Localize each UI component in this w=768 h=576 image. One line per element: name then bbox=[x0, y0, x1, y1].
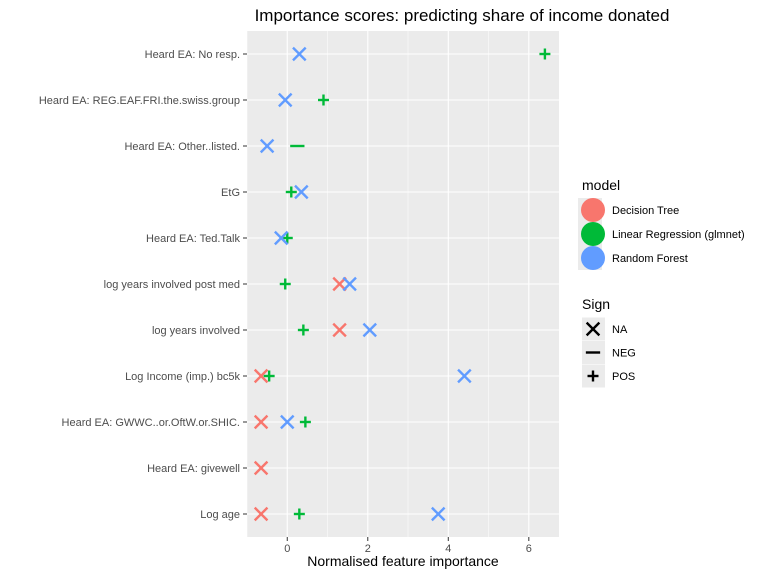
legend-model-title: model bbox=[582, 177, 620, 193]
legend-sign-label: NA bbox=[612, 324, 628, 336]
data-points bbox=[253, 46, 551, 522]
legend-model-label: Linear Regression (glmnet) bbox=[612, 229, 745, 241]
legend-sign-label: POS bbox=[612, 371, 635, 383]
legend-shape-na bbox=[585, 321, 601, 337]
y-tick-label: log years involved post med bbox=[104, 279, 240, 291]
data-point bbox=[294, 184, 309, 200]
data-point bbox=[293, 508, 305, 520]
x-tick-labels: 0 2 4 6 bbox=[284, 537, 532, 555]
legend-color-swatch bbox=[581, 222, 605, 246]
legend-sign-entries: NA NEG POS bbox=[582, 317, 636, 388]
x-axis-label: Normalised feature importance bbox=[307, 553, 499, 569]
data-point bbox=[317, 94, 329, 106]
data-point bbox=[259, 138, 275, 154]
legend-sign-title: Sign bbox=[582, 296, 610, 312]
x-tick-label: 4 bbox=[445, 543, 451, 555]
y-tick-label: Heard EA: givewell bbox=[147, 463, 240, 475]
data-point bbox=[292, 46, 307, 62]
y-tick-label: Heard EA: No resp. bbox=[145, 49, 240, 61]
data-point bbox=[332, 276, 347, 292]
data-point bbox=[297, 324, 309, 336]
y-tick-label: log years involved bbox=[152, 325, 240, 337]
y-tick-label: Heard EA: REG.EAF.FRI.the.swiss.group bbox=[39, 95, 240, 107]
x-tick-label: 0 bbox=[284, 543, 290, 555]
y-tick-label: Log Income (imp.) bc5k bbox=[125, 371, 240, 383]
legend: model Decision Tree Linear Regression (gl… bbox=[578, 177, 745, 388]
data-point bbox=[253, 368, 269, 384]
legend-sign-label: NEG bbox=[612, 348, 636, 360]
legend-model-label: Random Forest bbox=[612, 253, 688, 265]
data-point bbox=[279, 278, 291, 290]
data-point bbox=[342, 276, 357, 292]
chart-title: Importance scores: predicting share of i… bbox=[255, 6, 670, 25]
legend-color-swatch bbox=[581, 246, 605, 270]
legend-shape-pos bbox=[587, 370, 599, 382]
data-point bbox=[332, 322, 347, 338]
data-point bbox=[539, 48, 551, 60]
data-point bbox=[299, 416, 311, 428]
data-point bbox=[253, 460, 269, 476]
y-tick-label: Log age bbox=[200, 509, 240, 521]
data-point bbox=[253, 506, 269, 522]
legend-model-label: Decision Tree bbox=[612, 205, 679, 217]
y-tick-label: EtG bbox=[221, 187, 240, 199]
y-tick-label: Heard EA: Other..listed. bbox=[124, 141, 240, 153]
y-tick-labels: Heard EA: No resp. Heard EA: REG.EAF.FRI.… bbox=[39, 49, 247, 521]
data-point bbox=[253, 414, 269, 430]
y-tick-label: Heard EA: Ted.Talk bbox=[146, 233, 240, 245]
legend-color-swatch bbox=[581, 198, 605, 222]
data-point bbox=[281, 232, 293, 244]
data-point bbox=[274, 230, 289, 246]
data-point bbox=[278, 92, 293, 108]
x-tick-label: 2 bbox=[365, 543, 371, 555]
data-point bbox=[280, 414, 295, 430]
legend-model-entries: Decision Tree Linear Regression (glmnet) R… bbox=[578, 198, 745, 270]
y-tick-label: Heard EA: GWWC..or.OftW.or.SHIC. bbox=[62, 417, 240, 429]
data-point bbox=[263, 370, 275, 382]
x-tick-label: 6 bbox=[526, 543, 532, 555]
data-point bbox=[431, 506, 446, 522]
data-point bbox=[362, 322, 377, 338]
data-point bbox=[457, 368, 472, 384]
data-point bbox=[285, 186, 297, 198]
